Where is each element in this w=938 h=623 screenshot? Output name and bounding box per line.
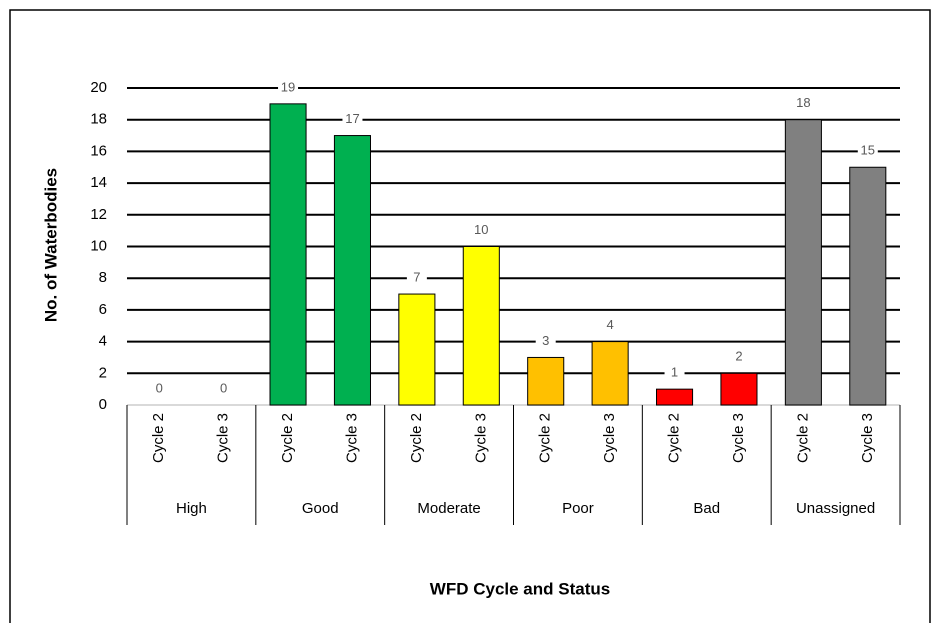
x-tick-label: Cycle 2 — [794, 413, 811, 463]
data-label: 10 — [474, 222, 488, 237]
y-tick-label: 14 — [90, 174, 107, 191]
x-tick-label: Cycle 2 — [279, 413, 296, 463]
data-label-bg — [600, 317, 621, 334]
x-tick-label: Cycle 3 — [859, 413, 876, 463]
data-label-bg — [535, 333, 556, 350]
data-label: 4 — [607, 317, 614, 332]
y-tick-label: 6 — [99, 301, 107, 318]
bar — [849, 166, 887, 406]
bar — [591, 341, 629, 406]
data-label-bg — [213, 381, 234, 397]
x-tick-label: Cycle 2 — [408, 413, 425, 463]
x-tick-label: Cycle 2 — [666, 413, 683, 463]
x-axis-title: WFD Cycle and Status — [430, 579, 610, 598]
x-tick-label: Cycle 2 — [150, 413, 167, 463]
y-tick-label: 4 — [99, 333, 107, 350]
bar — [784, 119, 822, 406]
y-tick-label: 20 — [90, 79, 107, 96]
bar — [333, 135, 371, 406]
y-tick-label: 18 — [90, 111, 107, 128]
data-label: 3 — [542, 333, 549, 348]
data-label-bg — [857, 143, 878, 160]
data-label-bg — [793, 95, 814, 112]
bar — [720, 372, 758, 406]
data-label: 2 — [735, 349, 742, 364]
data-label: 0 — [220, 380, 227, 395]
group-label: Good — [302, 500, 339, 517]
data-label: 0 — [156, 380, 163, 395]
data-label-bg — [278, 79, 299, 96]
data-label: 7 — [413, 269, 420, 284]
data-label-bg — [342, 111, 363, 128]
y-axis-title: No. of Waterbodies — [41, 168, 60, 322]
x-tick-label: Cycle 3 — [343, 413, 360, 463]
y-tick-label: 0 — [99, 396, 107, 413]
data-label-bg — [406, 270, 427, 287]
y-tick-label: 16 — [90, 142, 107, 159]
data-label: 1 — [671, 365, 678, 380]
y-tick-label: 12 — [90, 206, 107, 223]
data-label-bg — [728, 349, 749, 366]
data-label-bg — [149, 381, 170, 397]
data-label: 17 — [345, 111, 359, 126]
chart-border — [9, 9, 931, 623]
data-label: 15 — [861, 143, 875, 158]
group-label: High — [176, 500, 207, 517]
data-label: 19 — [281, 79, 295, 94]
x-tick-label: Cycle 3 — [730, 413, 747, 463]
y-tick-label: 10 — [90, 237, 107, 254]
bar — [462, 246, 500, 406]
group-label: Bad — [693, 500, 720, 517]
group-label: Poor — [562, 500, 594, 517]
bar — [527, 356, 565, 406]
y-tick-label: 8 — [99, 269, 107, 286]
group-label: Unassigned — [796, 500, 875, 517]
x-tick-label: Cycle 2 — [537, 413, 554, 463]
bar — [269, 103, 307, 406]
y-tick-label: 2 — [99, 364, 107, 381]
x-tick-label: Cycle 3 — [215, 413, 232, 463]
bar — [398, 293, 436, 406]
data-label: 18 — [796, 95, 810, 110]
x-tick-label: Cycle 3 — [472, 413, 489, 463]
group-label: Moderate — [417, 500, 480, 517]
data-label-bg — [471, 222, 492, 239]
data-label-bg — [664, 365, 685, 382]
x-tick-label: Cycle 3 — [601, 413, 618, 463]
bar — [656, 388, 694, 406]
